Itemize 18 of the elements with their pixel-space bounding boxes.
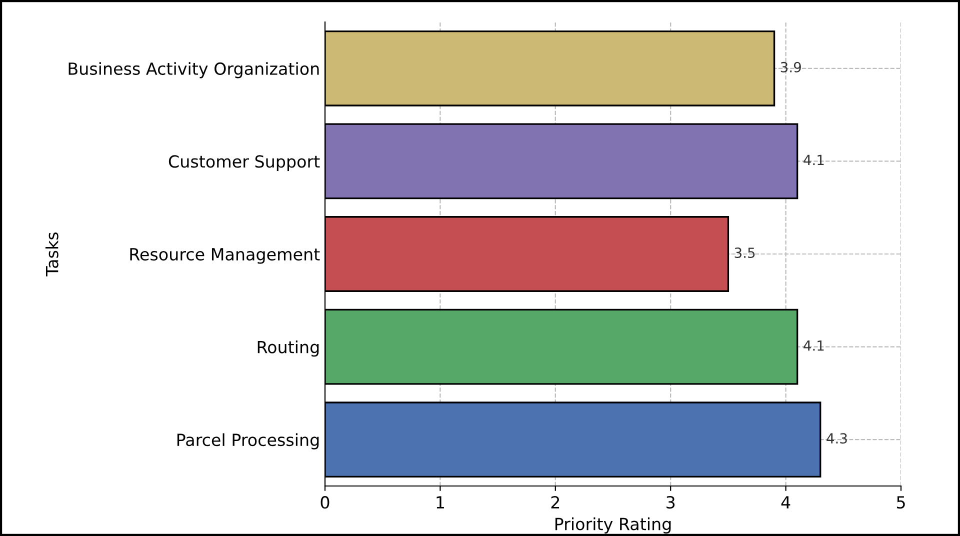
data-label: 3.9: [780, 62, 801, 72]
x-tick-label: 1: [436, 496, 444, 508]
y-tick-label: Parcel Processing: [177, 433, 319, 450]
data-label: 4.3: [826, 433, 847, 444]
x-tick-label: 4: [781, 496, 790, 508]
y-tick-label: Routing: [258, 340, 319, 357]
y-tick-label: Customer Support: [168, 155, 320, 171]
y-tick-label: Resource Management: [130, 248, 320, 264]
x-axis-title: Priority Rating: [555, 517, 671, 534]
y-tick-label: Business Activity Organization: [68, 62, 319, 78]
x-tick-label: 5: [896, 496, 905, 509]
x-tick-label: 0: [320, 496, 330, 509]
data-label: 3.5: [734, 248, 755, 258]
y-axis-title: Tasks: [45, 232, 58, 276]
data-label: 4.1: [804, 340, 824, 351]
x-tick-label: 3: [666, 496, 675, 509]
x-tick-label: 2: [551, 496, 560, 508]
data-label: 4.1: [804, 154, 824, 166]
